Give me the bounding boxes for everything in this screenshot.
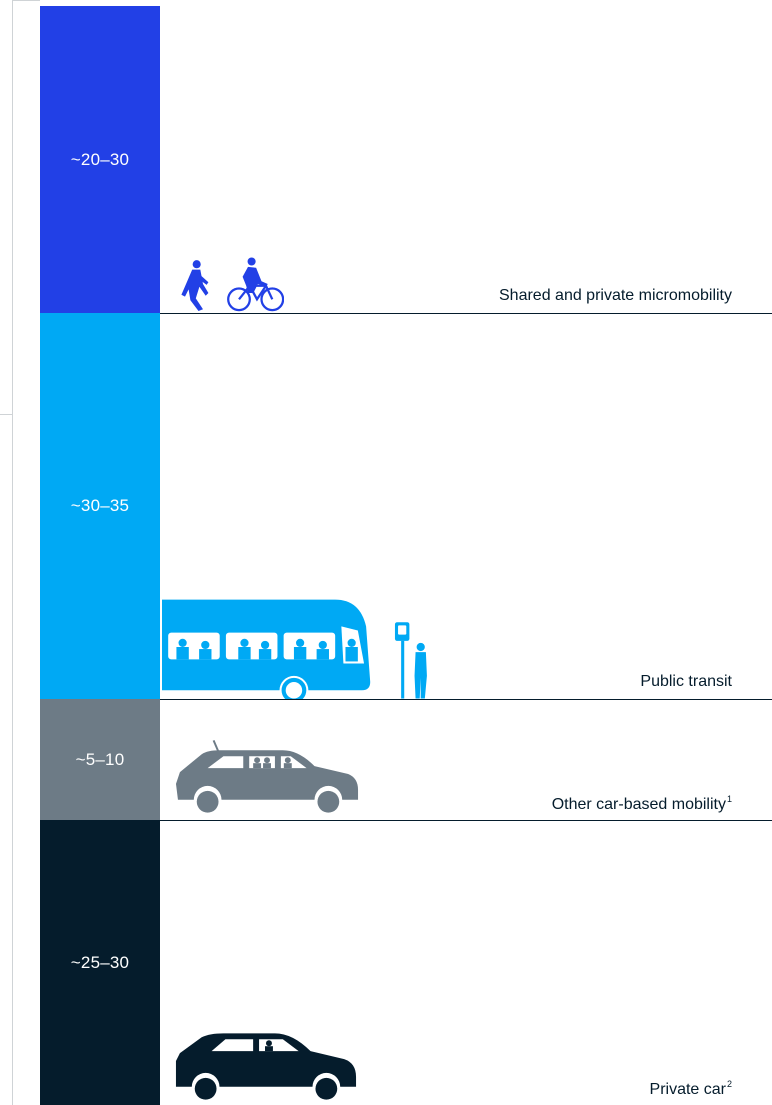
category-name: Other car-based mobility [551, 796, 726, 813]
footnote-marker: 1 [726, 794, 732, 804]
shared-car-icon [174, 739, 360, 814]
frame-top-line [12, 0, 40, 1]
bar-segment-shared-and-private-micromobility: ~20–30 [40, 6, 160, 313]
category-label-other-car-based-mobility: Other car-based mobility1 [552, 794, 732, 814]
frame-left-line [12, 0, 13, 1105]
private-car-icon [175, 1033, 357, 1100]
category-label-private-car: Private car2 [650, 1079, 732, 1099]
category-baseline-shared-and-private-micromobility [160, 313, 772, 314]
value-label-public-transit: ~30–35 [70, 496, 130, 515]
category-label-public-transit: Public transit [640, 673, 732, 691]
category-baseline-other-car-based-mobility [160, 820, 772, 821]
value-label-other-car-based-mobility: ~5–10 [75, 749, 125, 769]
category-label-shared-and-private-micromobility: Shared and private micromobility [499, 287, 732, 305]
value-label-shared-and-private-micromobility: ~20–30 [70, 149, 130, 169]
bar-segment-other-car-based-mobility: ~5–10 [40, 699, 160, 820]
footnote-marker: 2 [726, 1079, 732, 1089]
bar-segment-public-transit: ~30–35 [40, 313, 160, 699]
category-name: Shared and private micromobility [499, 287, 732, 304]
frame-mid-line [0, 414, 12, 415]
value-label-private-car: ~25–30 [70, 952, 130, 972]
category-name: Public transit [640, 673, 732, 690]
pedestrian-and-cyclist-icon [180, 256, 284, 313]
category-baseline-public-transit [160, 699, 772, 700]
bus-and-stop-icon [162, 595, 430, 699]
category-name: Private car [649, 1081, 726, 1098]
bar-segment-private-car: ~25–30 [40, 820, 160, 1105]
